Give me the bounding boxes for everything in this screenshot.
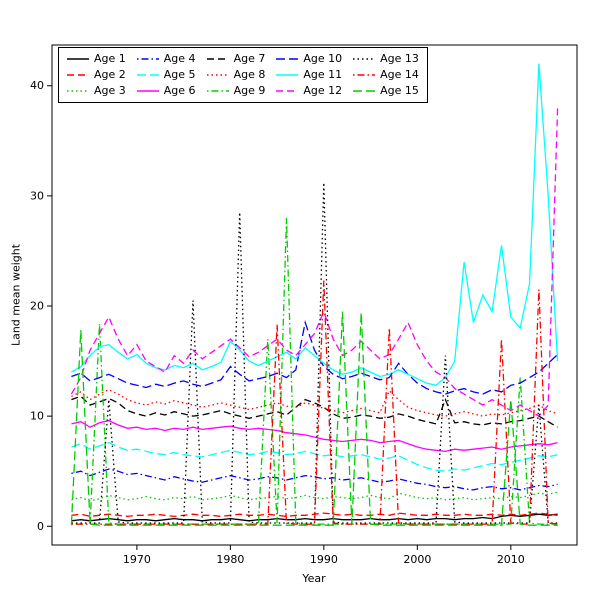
- y-tick-label: 20: [30, 300, 44, 313]
- legend-line-sample-icon: [67, 58, 89, 60]
- series-line-age-10: [71, 319, 559, 395]
- series-line-age-14: [71, 280, 558, 525]
- legend-line-sample-icon: [206, 74, 229, 76]
- legend-item-age-8: Age 8: [206, 67, 266, 83]
- legend-item-age-6: Age 6: [136, 83, 196, 99]
- legend-line-sample-icon: [276, 90, 299, 92]
- legend-item-age-7: Age 7: [206, 51, 266, 67]
- legend-item-age-11: Age 11: [276, 67, 342, 83]
- y-tick-label: 10: [30, 410, 44, 423]
- series-line-age-5: [71, 441, 558, 472]
- legend-label: Age 6: [163, 84, 196, 97]
- series-line-age-1: [71, 513, 558, 522]
- legend-label: Age 14: [380, 68, 419, 81]
- legend-line-sample-icon: [353, 74, 376, 76]
- legend-line-sample-icon: [67, 90, 89, 92]
- series-line-age-8: [71, 388, 558, 417]
- legend-item-age-14: Age 14: [353, 67, 419, 83]
- legend-label: Age 15: [380, 84, 419, 97]
- legend-label: Age 4: [163, 52, 196, 65]
- x-tick-label: 1970: [123, 553, 151, 566]
- series-line-age-12: [70, 107, 559, 417]
- legend-line-sample-icon: [353, 58, 376, 60]
- x-tick-label: 1990: [310, 553, 338, 566]
- legend-item-age-10: Age 10: [276, 51, 342, 67]
- legend-label: Age 3: [94, 84, 126, 97]
- legend-line-sample-icon: [136, 58, 159, 60]
- series-line-age-13: [71, 182, 558, 524]
- legend-line-sample-icon: [136, 90, 159, 92]
- legend-label: Age 13: [380, 52, 419, 65]
- x-tick-label: 2010: [497, 553, 525, 566]
- legend-line-sample-icon: [206, 58, 229, 60]
- legend-item-age-2: Age 2: [67, 67, 126, 83]
- y-tick-label: 0: [37, 520, 44, 533]
- legend-label: Age 11: [303, 68, 343, 81]
- legend-label: Age 1: [94, 52, 126, 65]
- legend-label: Age 5: [163, 68, 196, 81]
- legend: Age 1 Age 2 Age 3 Age 4 Age 5 Age 6 Age 7 Age 8…: [58, 47, 428, 103]
- legend-line-sample-icon: [276, 58, 299, 60]
- series-line-age-3: [71, 491, 558, 502]
- legend-line-sample-icon: [276, 74, 299, 76]
- legend-label: Age 7: [233, 52, 266, 65]
- legend-line-sample-icon: [136, 74, 159, 76]
- legend-line-sample-icon: [353, 90, 376, 92]
- y-axis-title: Land mean weight: [9, 243, 23, 347]
- legend-item-age-1: Age 1: [67, 51, 126, 67]
- y-tick-label: 30: [30, 189, 44, 202]
- legend-item-age-4: Age 4: [136, 51, 196, 67]
- legend-item-age-12: Age 12: [276, 83, 342, 99]
- legend-label: Age 10: [303, 52, 343, 65]
- legend-label: Age 9: [233, 84, 266, 97]
- series-line-age-15: [70, 311, 558, 526]
- series-line-age-11: [71, 63, 559, 387]
- legend-line-sample-icon: [206, 90, 229, 92]
- legend-item-age-15: Age 15: [353, 83, 419, 99]
- series-line-age-7: [71, 395, 558, 428]
- legend-label: Age 8: [233, 68, 266, 81]
- x-tick-label: 1980: [216, 553, 244, 566]
- x-axis-title: Year: [302, 572, 326, 585]
- legend-item-age-13: Age 13: [353, 51, 419, 67]
- legend-label: Age 2: [94, 68, 126, 81]
- legend-line-sample-icon: [67, 74, 89, 76]
- legend-label: Age 12: [303, 84, 343, 97]
- series-line-age-4: [71, 468, 558, 491]
- series-line-age-9: [71, 217, 558, 525]
- legend-item-age-9: Age 9: [206, 83, 266, 99]
- legend-item-age-5: Age 5: [136, 67, 196, 83]
- legend-item-age-3: Age 3: [67, 83, 126, 99]
- y-tick-label: 40: [30, 79, 44, 92]
- x-tick-label: 2000: [403, 553, 431, 566]
- series-line-age-6: [71, 419, 558, 453]
